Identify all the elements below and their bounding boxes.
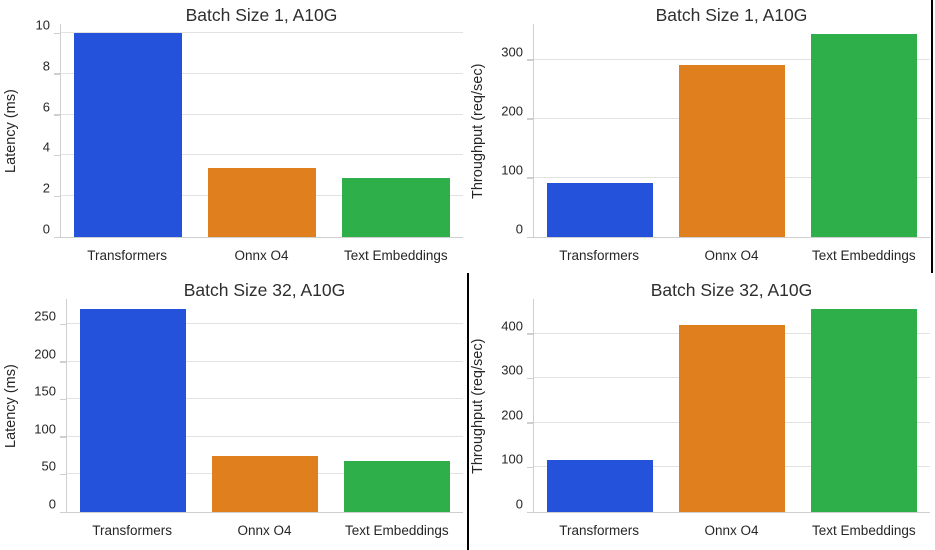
y-tick-mark-2: [53, 195, 60, 198]
bar-onnx-o4: [212, 455, 318, 512]
bar-text-embeddings: [811, 309, 917, 512]
panel-divider-vertical-bottom-middle: [467, 273, 469, 550]
x-category-label-transformers: Transformers: [559, 523, 640, 538]
y-tick-mark-0: [53, 236, 60, 238]
gridline-y-4: [61, 154, 463, 156]
y-tick-label-6: 6: [42, 99, 50, 115]
y-tick-mark-100: [526, 466, 533, 469]
y-tick-label-100: 100: [501, 162, 523, 178]
y-tick-label-0: 0: [42, 221, 50, 237]
gridline-y-10: [61, 32, 463, 34]
y-tick-label-150: 150: [34, 383, 56, 399]
x-category-label-text-embeddings: Text Embeddings: [344, 248, 448, 263]
gridline-y-8: [61, 72, 463, 74]
bar-onnx-o4: [679, 324, 785, 512]
bar-transformers: [547, 460, 653, 512]
gridline-y-6: [61, 113, 463, 115]
y-tick-label-4: 4: [42, 139, 50, 155]
x-category-label-onnx-o4: Onnx O4: [704, 523, 759, 538]
y-tick-label-50: 50: [41, 458, 56, 474]
y-axis-label: Latency (ms): [3, 89, 19, 173]
plot-area: 0 50 100 150 200 250: [34, 299, 463, 513]
x-axis-labels: Transformers Onnx O4 Text Embeddings: [533, 248, 930, 266]
y-tick-mark-100: [526, 177, 533, 179]
x-category-label-transformers: Transformers: [559, 248, 640, 263]
chart-title: Batch Size 1, A10G: [185, 5, 338, 25]
y-tick-label-0: 0: [515, 496, 523, 512]
x-category-label-onnx-o4: Onnx O4: [234, 248, 289, 263]
y-tick-mark-0: [59, 511, 66, 513]
plot-area: 0 100 200 300: [501, 24, 930, 238]
y-tick-label-200: 200: [501, 103, 523, 119]
y-tick-mark-300: [526, 59, 533, 61]
bar-onnx-o4: [679, 65, 785, 237]
gridline-y-300: [534, 58, 930, 60]
bar-transformers: [547, 182, 653, 237]
y-axis-label: Throughput (req/sec): [470, 338, 486, 474]
x-axis-labels: Transformers Onnx O4 Text Embeddings: [533, 523, 930, 541]
y-tick-mark-10: [53, 32, 60, 35]
y-tick-mark-0: [526, 236, 533, 238]
y-tick-label-200: 200: [34, 346, 56, 362]
y-tick-label-200: 200: [501, 407, 523, 423]
y-tick-mark-50: [59, 473, 66, 476]
y-tick-label-250: 250: [34, 308, 56, 324]
y-tick-label-400: 400: [501, 318, 523, 334]
y-tick-mark-200: [526, 422, 533, 424]
bar-transformers: [80, 309, 186, 512]
y-tick-mark-200: [526, 118, 533, 120]
x-category-label-onnx-o4: Onnx O4: [237, 523, 292, 538]
gridline-y-250: [67, 323, 463, 325]
y-tick-mark-400: [526, 333, 533, 335]
gridline-y-200: [67, 360, 463, 362]
plot-area: 0 100 200 300 400: [501, 299, 930, 513]
x-axis-labels: Transformers Onnx O4 Text Embeddings: [66, 523, 463, 541]
y-tick-label-100: 100: [501, 451, 523, 467]
panel-divider-vertical-top-right: [931, 0, 933, 273]
bar-onnx-o4: [208, 167, 316, 237]
chart-panel-latency-batch-1: Batch Size 1, A10G Latency (ms) 0 2 4 6 8 10 …: [0, 0, 467, 275]
y-tick-mark-6: [53, 114, 60, 116]
x-category-label-transformers: Transformers: [87, 248, 168, 263]
gridline-y-150: [67, 398, 463, 400]
y-tick-label-0: 0: [48, 496, 56, 512]
bar-transformers: [74, 33, 182, 237]
y-tick-label-100: 100: [34, 421, 56, 437]
chart-title: Batch Size 32, A10G: [650, 280, 813, 300]
y-tick-mark-250: [59, 323, 66, 326]
x-axis-labels: Transformers Onnx O4 Text Embeddings: [60, 248, 463, 266]
x-category-label-text-embeddings: Text Embeddings: [812, 523, 916, 538]
y-tick-mark-150: [59, 398, 66, 401]
chart-panel-latency-batch-32: Batch Size 32, A10G Latency (ms) 0 50 100 1…: [0, 275, 467, 550]
chart-panel-throughput-batch-32: Batch Size 32, A10G Throughput (req/sec)…: [467, 275, 934, 550]
y-tick-label-10: 10: [35, 17, 50, 33]
y-tick-label-300: 300: [501, 362, 523, 378]
y-tick-label-8: 8: [42, 58, 50, 74]
y-tick-label-0: 0: [515, 221, 523, 237]
x-category-label-transformers: Transformers: [92, 523, 173, 538]
y-tick-label-2: 2: [42, 180, 50, 196]
x-category-label-onnx-o4: Onnx O4: [704, 248, 759, 263]
plot-area: 0 2 4 6 8 10: [36, 18, 463, 238]
y-tick-mark-200: [59, 361, 66, 363]
y-tick-mark-4: [53, 154, 60, 157]
y-tick-mark-100: [59, 436, 66, 438]
x-category-label-text-embeddings: Text Embeddings: [345, 523, 449, 538]
bar-text-embeddings: [344, 460, 450, 512]
chart-panel-throughput-batch-1: Batch Size 1, A10G Throughput (req/sec) …: [467, 0, 934, 275]
gridline-y-100: [67, 435, 463, 437]
y-tick-label-300: 300: [501, 44, 523, 59]
x-category-label-text-embeddings: Text Embeddings: [812, 248, 916, 263]
y-tick-mark-0: [526, 511, 533, 513]
y-tick-mark-8: [53, 73, 60, 75]
chart-title: Batch Size 1, A10G: [655, 5, 808, 25]
bar-text-embeddings: [811, 34, 917, 237]
y-axis-label: Throughput (req/sec): [470, 63, 486, 199]
chart-title: Batch Size 32, A10G: [183, 280, 346, 300]
bar-text-embeddings: [342, 177, 450, 237]
y-axis-label: Latency (ms): [3, 364, 19, 448]
y-tick-mark-300: [526, 377, 533, 380]
